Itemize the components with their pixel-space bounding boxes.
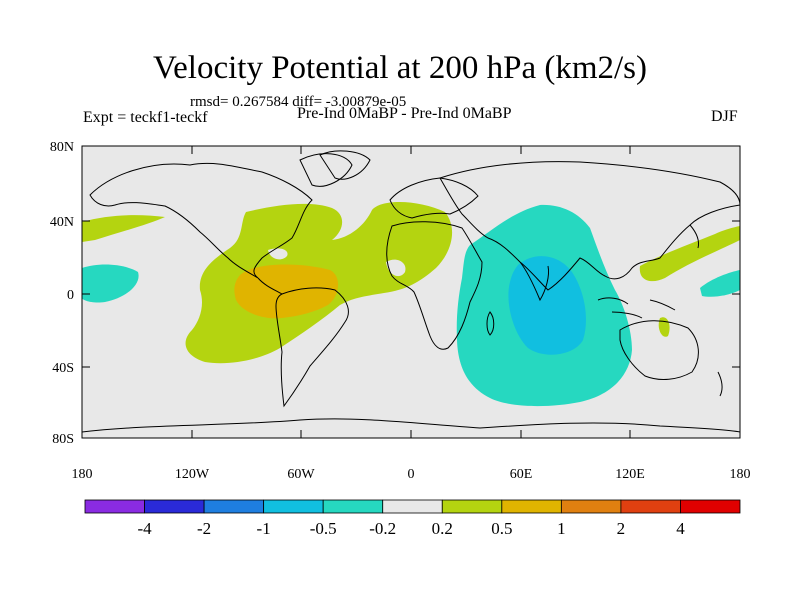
colorbar-label: 0.5 xyxy=(491,519,512,538)
neutral-hole-sahara xyxy=(386,259,406,277)
colorbar-label: 4 xyxy=(676,519,685,538)
lat-axis xyxy=(82,145,740,439)
negative-mid-core xyxy=(508,256,586,355)
season-label: DJF xyxy=(711,108,738,125)
lon-tick-60e: 60E xyxy=(510,467,533,482)
lat-tick-80n: 80N xyxy=(50,140,74,155)
negative-region-westpacific xyxy=(700,270,740,297)
neutral-hole-gulf xyxy=(268,248,288,260)
colorbar-swatch xyxy=(322,499,384,514)
colorbar-labels: -4 -2 -1 -0.5 -0.2 0.2 0.5 1 2 4 xyxy=(137,519,685,538)
experiment-label: Expt = teckf1-teckf xyxy=(83,109,208,126)
lat-tick-0: 0 xyxy=(67,288,74,303)
colorbar-label: 2 xyxy=(617,519,626,538)
colorbar-swatch xyxy=(84,499,145,514)
coastlines xyxy=(82,150,740,433)
colorbar-label: -0.5 xyxy=(310,519,337,538)
colorbar-swatch xyxy=(501,499,562,514)
positive-mid-southamerica xyxy=(234,264,339,319)
lat-tick-40s: 40S xyxy=(52,361,74,376)
colorbar-label: -1 xyxy=(257,519,271,538)
colorbar-swatch xyxy=(560,499,622,514)
colorbar-swatch xyxy=(144,499,205,514)
colorbar-swatch xyxy=(263,499,324,514)
colorbar xyxy=(84,499,741,514)
colorbar-label: -2 xyxy=(197,519,211,538)
colorbar-label: -4 xyxy=(137,519,152,538)
colorbar-swatch xyxy=(203,499,265,514)
positive-region-westpacific xyxy=(639,226,740,282)
colorbar-swatch xyxy=(620,499,681,514)
lon-tick-60w: 60W xyxy=(287,467,315,482)
colorbar-label: 1 xyxy=(557,519,566,538)
positive-region-pacific xyxy=(82,215,165,242)
lat-tick-80s: 80S xyxy=(52,432,74,447)
negative-region-eastpacific xyxy=(82,264,139,303)
lon-axis xyxy=(81,146,741,438)
lon-tick-180w: 180 xyxy=(72,467,93,482)
lon-tick-0: 0 xyxy=(408,467,415,482)
lon-tick-180e: 180 xyxy=(730,467,751,482)
colorbar-swatch xyxy=(441,499,503,514)
map-background xyxy=(82,146,740,438)
chart-title: Velocity Potential at 200 hPa (km2/s) xyxy=(152,50,648,86)
subtitle: Pre-Ind 0MaBP - Pre-Ind 0MaBP xyxy=(297,105,512,122)
stats-line: rmsd= 0.267584 diff= -3.00879e-05 xyxy=(190,94,407,110)
colorbar-swatch xyxy=(680,499,741,514)
lat-tick-40n: 40N xyxy=(50,215,74,230)
colorbar-label: 0.2 xyxy=(432,519,453,538)
lon-tick-120e: 120E xyxy=(615,467,645,482)
colorbar-label: -0.2 xyxy=(369,519,396,538)
colorbar-swatch xyxy=(382,499,443,514)
lon-tick-120w: 120W xyxy=(175,467,210,482)
